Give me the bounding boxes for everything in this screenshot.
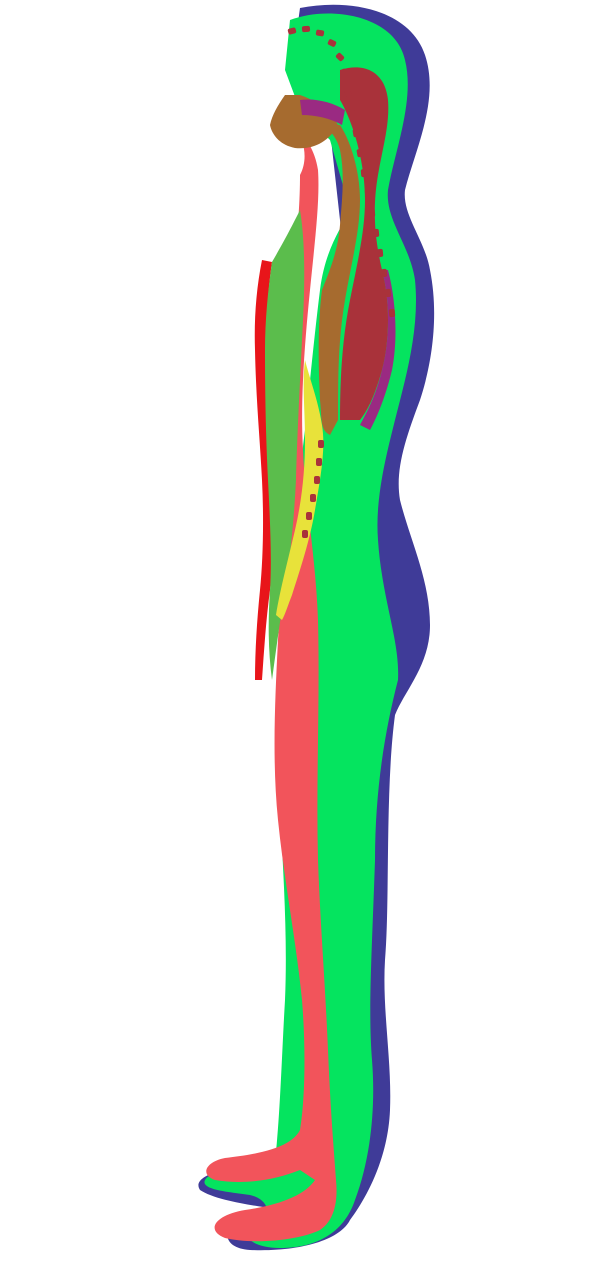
front-limbs-region bbox=[206, 130, 337, 1242]
yellow-strip-region bbox=[276, 360, 324, 620]
back-torso-purple-region bbox=[360, 270, 396, 430]
front-edge-region bbox=[254, 260, 273, 680]
torso-brown-region bbox=[300, 120, 360, 435]
chest-front-region bbox=[265, 210, 305, 680]
spine-dashes-region bbox=[287, 25, 396, 538]
back-torso-dark-red-region bbox=[340, 67, 389, 420]
eye-band-region bbox=[300, 99, 345, 125]
